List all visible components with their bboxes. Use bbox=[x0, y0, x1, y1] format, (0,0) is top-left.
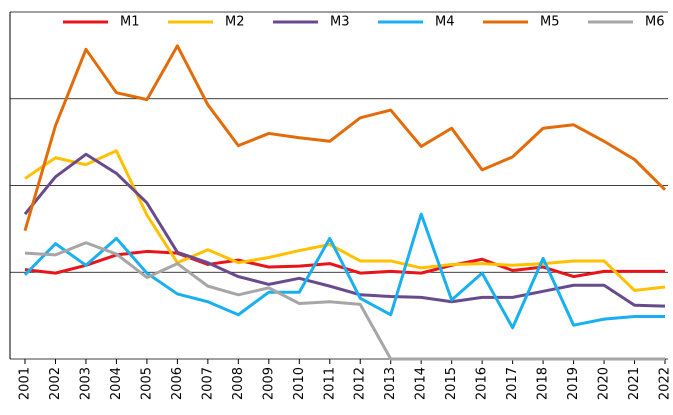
legend-label: M4 bbox=[435, 15, 455, 30]
x-tick-label: 2011 bbox=[322, 367, 337, 400]
x-tick-label: 2013 bbox=[383, 367, 398, 400]
x-tick-label: 2018 bbox=[536, 367, 551, 400]
series-line bbox=[24, 241, 665, 361]
legend-label: M3 bbox=[330, 15, 350, 30]
x-tick-label: 2004 bbox=[109, 367, 124, 400]
legend-label: M5 bbox=[540, 15, 560, 30]
x-tick-label: 2008 bbox=[231, 367, 246, 400]
x-tick-label: 2022 bbox=[658, 367, 673, 400]
series-line bbox=[23, 44, 667, 232]
x-tick-label: 2014 bbox=[414, 367, 429, 400]
x-tick-label: 2017 bbox=[505, 367, 520, 400]
legend-label: M6 bbox=[645, 15, 665, 30]
series-line bbox=[24, 249, 665, 279]
x-tick-label: 2002 bbox=[48, 367, 63, 400]
legend-label: M1 bbox=[120, 15, 140, 30]
x-tick-label: 2005 bbox=[139, 367, 154, 400]
x-tick-label: 2010 bbox=[292, 367, 307, 400]
x-tick-label: 2016 bbox=[475, 367, 490, 400]
series-line bbox=[23, 212, 665, 330]
x-tick-label: 2001 bbox=[18, 367, 33, 400]
x-tick-label: 2015 bbox=[444, 367, 459, 400]
series-line bbox=[23, 152, 666, 308]
legend-label: M2 bbox=[225, 15, 245, 30]
x-tick-label: 2003 bbox=[78, 367, 93, 400]
x-tick-label: 2012 bbox=[353, 367, 368, 400]
x-tick-label: 2020 bbox=[597, 367, 612, 400]
x-tick-label: 2009 bbox=[261, 367, 276, 400]
x-tick-label: 2021 bbox=[627, 367, 642, 400]
x-tick-label: 2007 bbox=[200, 367, 215, 400]
x-tick-label: 2006 bbox=[170, 367, 185, 400]
x-tick-label: 2019 bbox=[566, 367, 581, 400]
series-line bbox=[24, 149, 666, 292]
